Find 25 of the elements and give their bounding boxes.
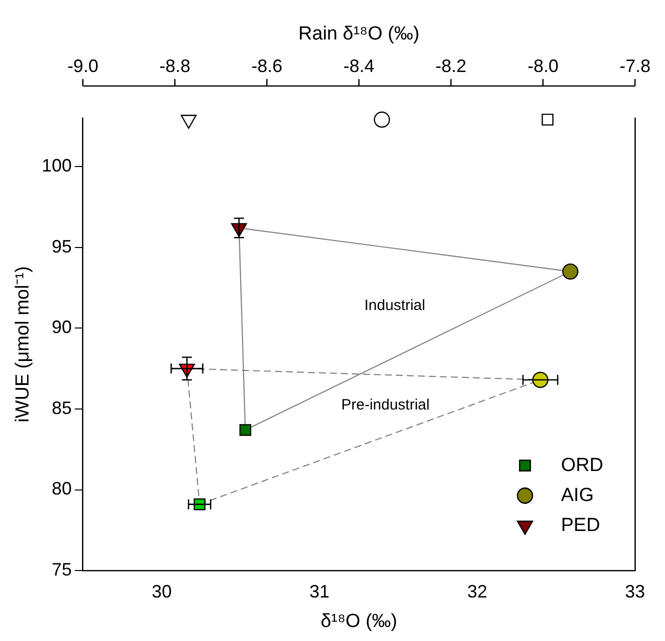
x2-tick-label: -7.8	[619, 56, 651, 76]
x2-tick-label: -8.0	[527, 56, 558, 76]
x-tick-label: 31	[309, 581, 330, 602]
x2-tick-label: -8.4	[343, 56, 374, 76]
y-axis-title: iWUE (μmol mol⁻¹)	[12, 266, 34, 422]
x2-axis-title: Rain δ¹⁸O (‰)	[298, 24, 420, 45]
legend-label: ORD	[561, 454, 604, 476]
legend-label: AIG	[561, 484, 594, 506]
x-tick-label: 30	[152, 581, 172, 602]
y-tick-label: 100	[42, 155, 72, 176]
x-tick-label: 32	[467, 581, 488, 602]
y-tick-label: 80	[52, 478, 72, 499]
y-tick-label: 95	[52, 236, 72, 256]
x2-tick-label: -8.2	[435, 56, 466, 76]
x2-tick-label: -9.0	[67, 56, 98, 76]
y-tick-label: 90	[52, 317, 72, 338]
x2-tick-label: -8.6	[251, 56, 282, 76]
x2-tick-label: -8.8	[159, 56, 190, 76]
x-tick-label: 33	[624, 581, 646, 602]
x-axis-title: δ¹⁸O (‰)	[320, 610, 398, 632]
y-tick-label: 85	[52, 398, 72, 418]
legend-label: PED	[561, 514, 600, 536]
annotation: Pre-industrial	[341, 396, 430, 414]
annotation: Industrial	[364, 296, 426, 314]
y-tick-label: 75	[52, 560, 72, 580]
